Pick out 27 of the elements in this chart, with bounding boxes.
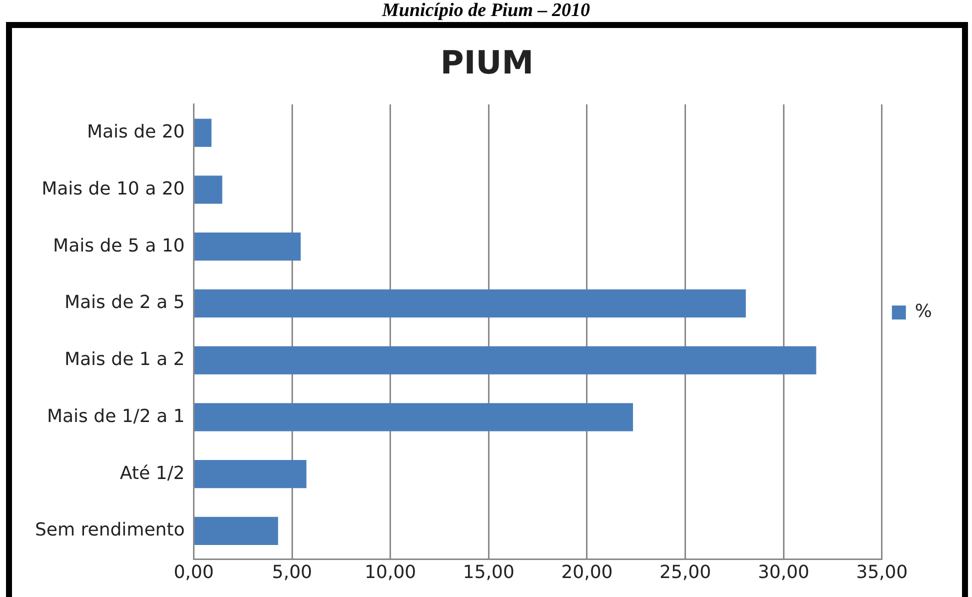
- bar: [194, 516, 278, 546]
- bar: [194, 403, 633, 432]
- y-tick-label: Mais de 2 a 5: [64, 292, 185, 314]
- chart-title: PIUM: [440, 44, 534, 82]
- bar: [194, 118, 212, 147]
- y-tick-label: Sem rendimento: [34, 520, 185, 541]
- x-tick-label: 20,00: [561, 562, 613, 583]
- bar: [194, 289, 746, 318]
- bar: [194, 346, 816, 374]
- x-tick-label: 15,00: [462, 562, 514, 583]
- bar: [194, 460, 306, 488]
- y-tick-label: Mais de 5 a 10: [53, 235, 185, 256]
- bar: [194, 232, 301, 261]
- y-tick-label: Mais de 1/2 a 1: [46, 406, 185, 427]
- x-tick-label: 30,00: [758, 562, 810, 583]
- y-tick-label: Até 1/2: [120, 462, 185, 484]
- bar: [194, 176, 222, 204]
- x-tick-label: 35,00: [856, 562, 908, 583]
- x-tick-label: 5,00: [272, 562, 312, 583]
- y-tick-label: Mais de 20: [86, 122, 185, 143]
- text: Município de Pium – 2010: [382, 0, 590, 21]
- x-tick-label: 25,00: [660, 562, 712, 583]
- y-tick-label: Mais de 10 a 20: [42, 178, 185, 200]
- y-tick-label: Mais de 1 a 2: [64, 349, 185, 370]
- x-tick-label: 10,00: [364, 562, 416, 583]
- x-tick-label: 0,00: [174, 562, 214, 583]
- legend-label: %: [914, 301, 932, 322]
